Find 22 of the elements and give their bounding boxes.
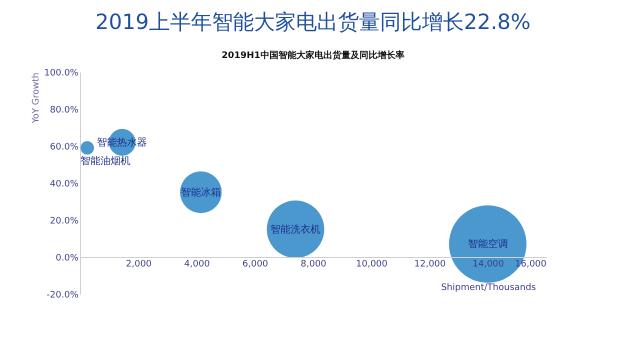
x-axis-title: Shipment/Thousands [441,283,536,293]
y-axis-title: YoY Growth [32,72,42,124]
y-tick-label: 80.0% [50,106,79,116]
x-tick-label: 4,000 [184,260,210,270]
chart-title: 2019上半年智能大家电出货量同比增长22.8% [95,10,531,34]
y-tick-label: -20.0% [46,290,79,300]
y-tick-label: 40.0% [50,180,79,190]
annotation: 智能油烟机 [80,154,130,167]
x-tick-label: 2,000 [126,260,152,270]
x-tick-label: 14,000 [472,260,504,270]
x-tick-label: 12,000 [414,260,446,270]
annotation: 智能洗衣机 [270,223,321,236]
x-tick-label: 8,000 [300,260,327,270]
y-tick-label: 0.0% [56,254,79,264]
y-tick-label: 100.0% [44,68,79,78]
y-tick-label: 20.0% [50,216,79,226]
annotation: 智能空调 [468,238,508,250]
x-tick-label: 10,000 [356,260,388,270]
y-tick-label: 60.0% [50,142,79,152]
x-tick-label: 6,000 [242,260,268,270]
annotation: 智能冰箱 [180,186,221,198]
chart-subtitle: 2019H1中国智能大家电出货量及同比增长率 [222,50,404,61]
